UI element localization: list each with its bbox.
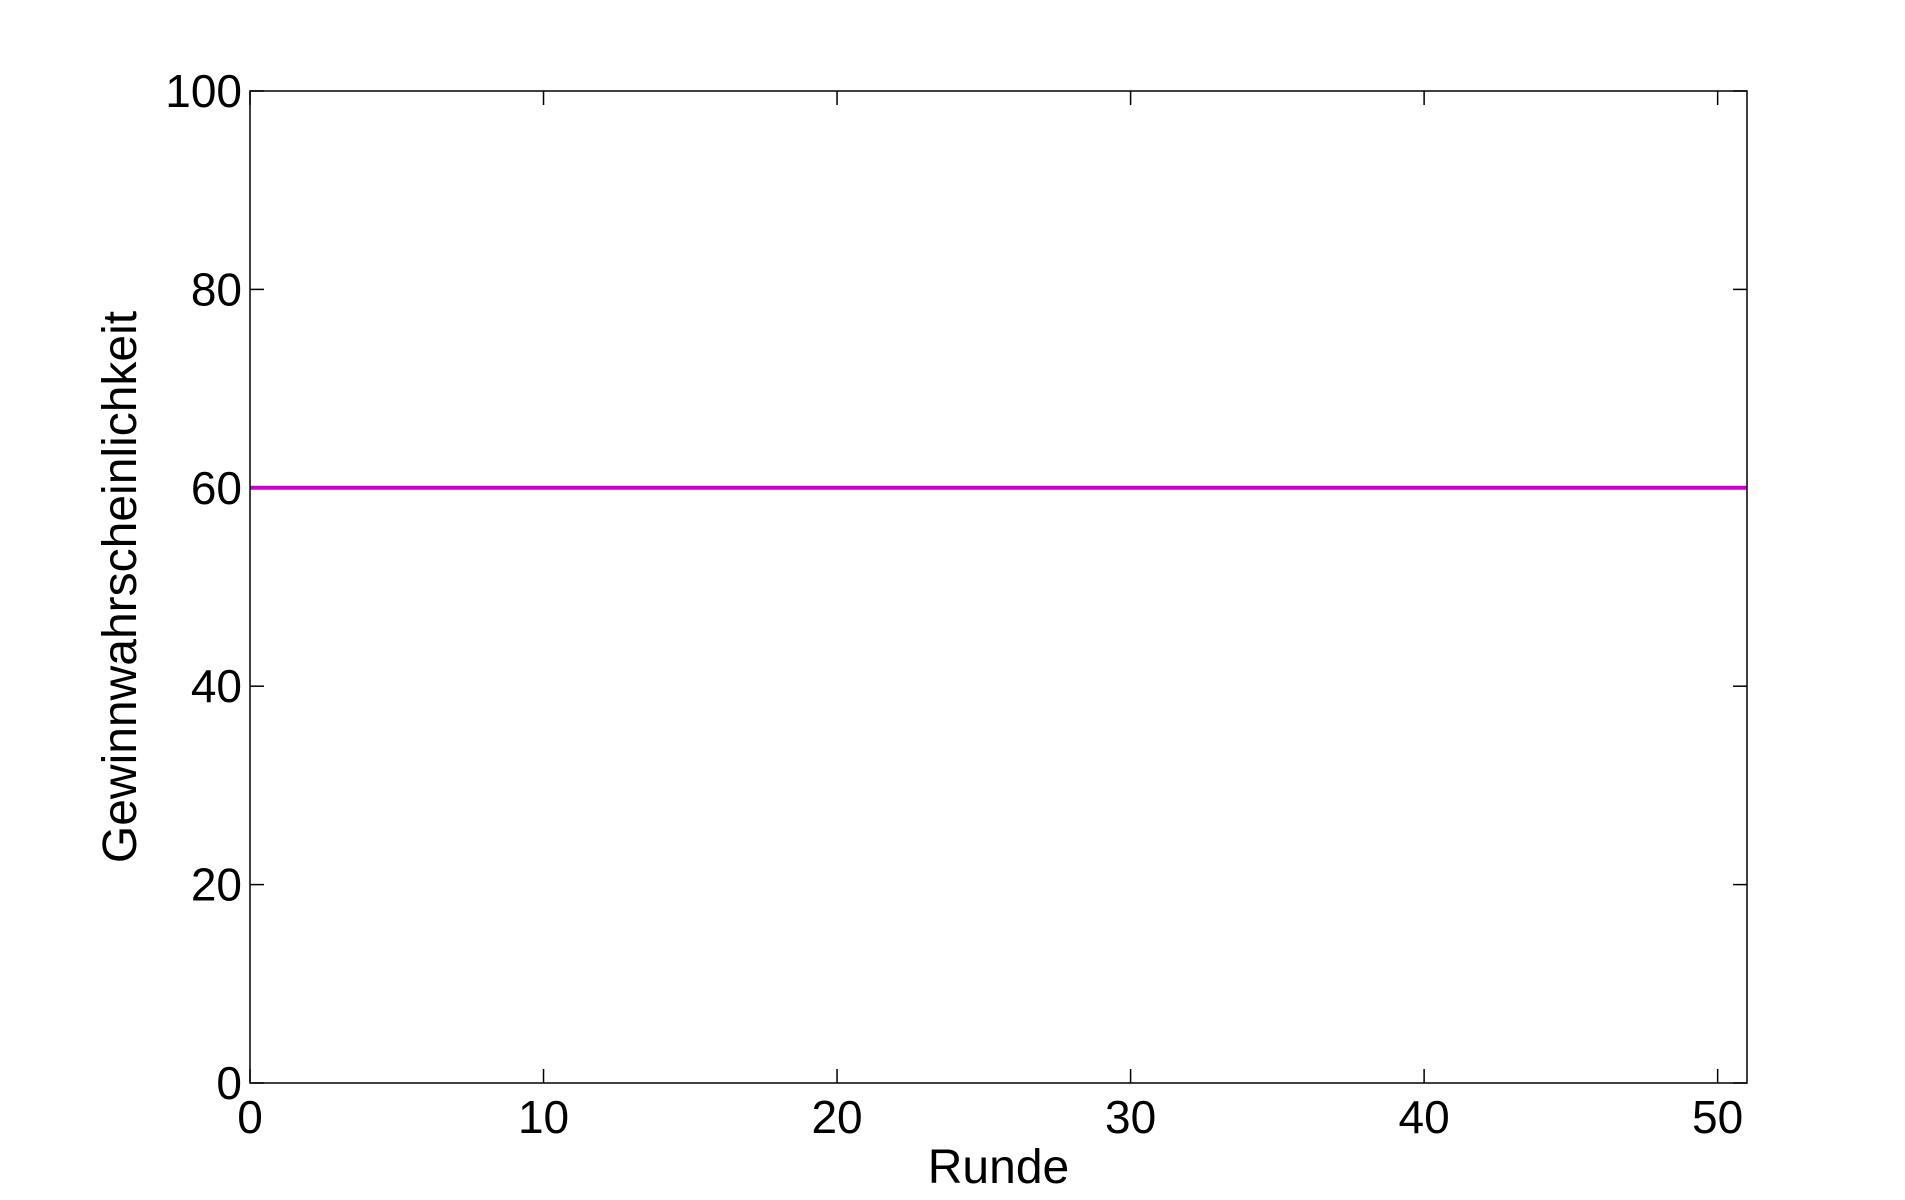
y-axis-title: Gewinnwahrscheinlichkeit (94, 311, 147, 863)
y-tick-label: 80 (191, 263, 242, 315)
axes-box (249, 90, 1748, 1084)
x-tick-label: 50 (1692, 1091, 1743, 1143)
x-axis-title: Runde (928, 1141, 1069, 1194)
y-tick-label: 40 (191, 660, 242, 712)
x-tick-label: 30 (1105, 1091, 1156, 1143)
y-tick-label: 20 (191, 859, 242, 911)
y-tick-label: 60 (191, 462, 242, 514)
x-tick-label: 0 (237, 1091, 263, 1143)
tick-labels: 0 10 20 30 40 50 0 20 40 60 80 100 (165, 65, 1743, 1143)
x-tick-label: 40 (1399, 1091, 1450, 1143)
x-tick-label: 10 (518, 1091, 569, 1143)
y-tick-label: 100 (165, 65, 242, 117)
x-tick-label: 20 (811, 1091, 862, 1143)
y-tick-label: 0 (216, 1057, 242, 1109)
plot-area (250, 91, 1747, 1083)
